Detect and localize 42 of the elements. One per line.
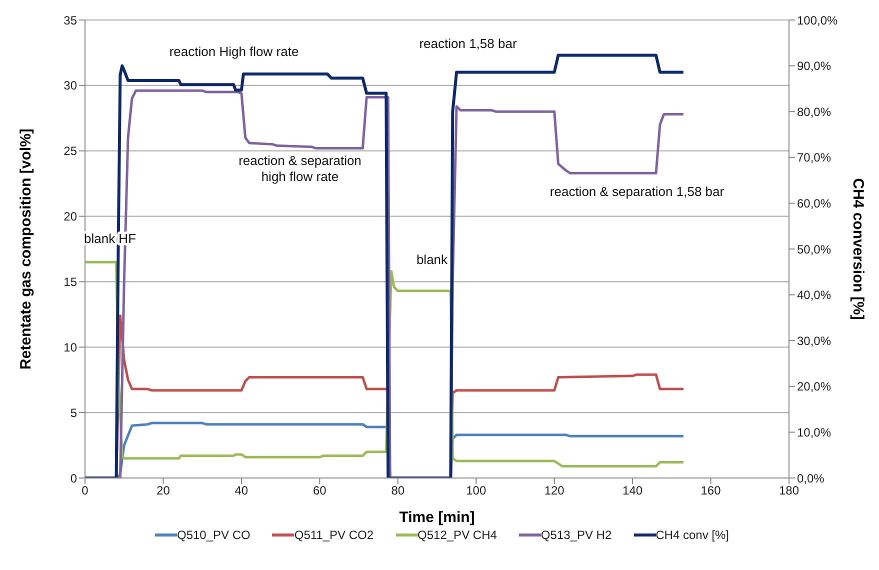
y-tick-label: 35 <box>64 13 78 28</box>
y2-tick-label: 100,0% <box>797 13 838 28</box>
x-tick-label: 100 <box>466 484 486 498</box>
x-tick-label: 20 <box>156 484 170 498</box>
y2-tick-label: 0,0% <box>797 471 825 486</box>
x-tick-label: 80 <box>391 484 405 498</box>
legend-label: Q511_PV CO2 <box>294 528 374 542</box>
legend-label: Q513_PV H2 <box>540 528 612 542</box>
y2-tick-label: 10,0% <box>797 425 832 440</box>
y-tick-label: 0 <box>70 471 78 486</box>
x-tick-label: 160 <box>700 484 722 498</box>
x-tick-label: 40 <box>234 484 248 498</box>
annotation: reaction 1,58 bar <box>419 36 518 51</box>
legend-label: Q510_PV CO <box>177 528 250 542</box>
x-tick-label: 120 <box>544 484 565 498</box>
y-tick-label: 25 <box>64 144 78 158</box>
y2-tick-label: 50,0% <box>797 242 832 256</box>
legend-label: Q512_PV CH4 <box>418 528 497 542</box>
x-tick-label: 180 <box>778 484 800 498</box>
x-tick-label: 140 <box>622 484 643 498</box>
y2-axis-title: CH4 conversion [%] <box>850 178 867 320</box>
y-tick-label: 10 <box>64 340 78 354</box>
y2-tick-label: 30,0% <box>797 334 832 348</box>
annotation: blank <box>416 252 448 267</box>
y-axis-title: Retentate gas composition [vol%] <box>17 128 34 370</box>
y2-tick-label: 80,0% <box>797 104 832 119</box>
y-tick-label: 15 <box>64 274 78 289</box>
legend-label: CH4 conv [%] <box>656 528 729 542</box>
annotation: reaction High flow rate <box>169 44 299 59</box>
x-tick-label: 0 <box>82 484 89 498</box>
x-axis-title: Time [min] <box>399 509 475 526</box>
y2-tick-label: 90,0% <box>797 59 832 74</box>
y2-tick-label: 20,0% <box>797 380 832 394</box>
annotation: reaction & separation 1,58 bar <box>550 184 725 199</box>
y2-tick-label: 70,0% <box>797 150 832 165</box>
y-tick-label: 20 <box>64 210 78 224</box>
y-tick-label: 30 <box>64 78 78 93</box>
y2-tick-label: 60,0% <box>797 196 832 210</box>
annotation: reaction & separation high flow rate <box>238 153 362 184</box>
x-tick-label: 60 <box>312 484 327 498</box>
y2-tick-label: 40,0% <box>797 288 832 302</box>
y-tick-label: 5 <box>70 406 78 420</box>
